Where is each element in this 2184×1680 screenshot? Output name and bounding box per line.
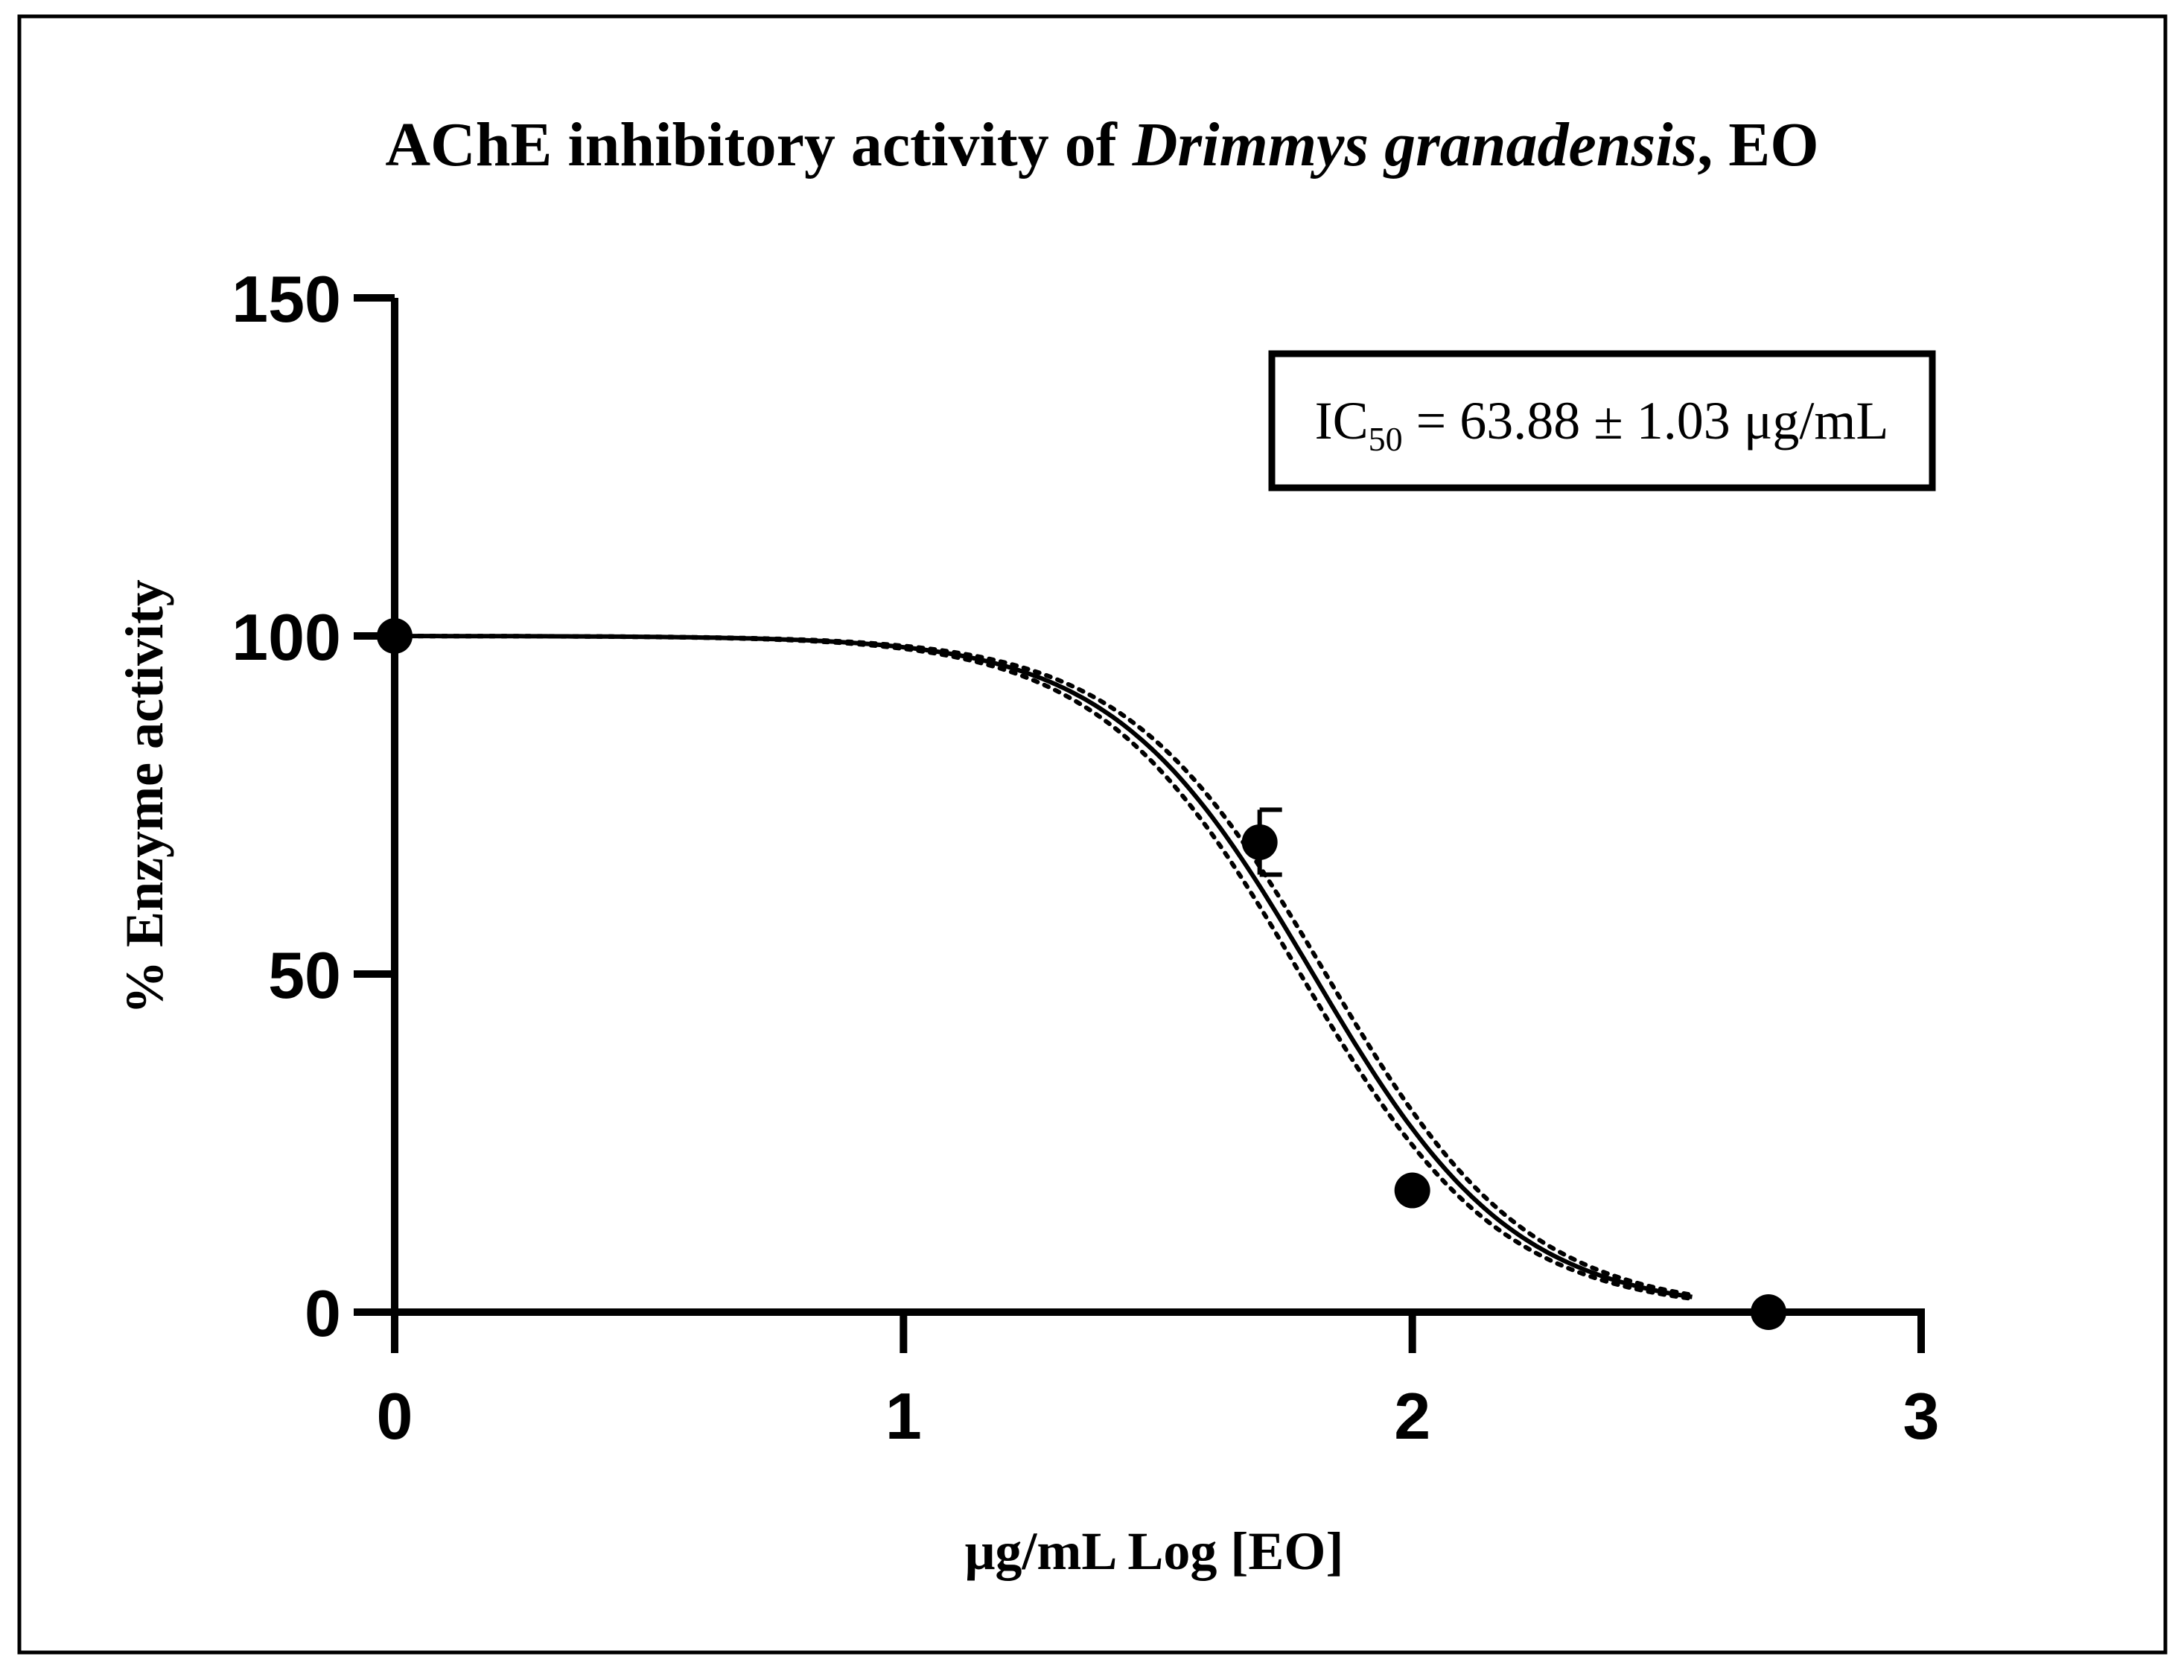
- x-tick-label: 2: [1394, 1379, 1430, 1453]
- axes: 0 50 100 150 0 1 2 3: [232, 262, 1939, 1453]
- ic50-value: = 63.88 ± 1.03 μg/mL: [1403, 391, 1889, 451]
- data-point: [1241, 824, 1278, 860]
- x-axis-label: μg/mL Log [EO]: [965, 1521, 1344, 1581]
- chart-title-species: Drimmys granadensis: [1132, 110, 1697, 179]
- ic50-text: IC50 = 63.88 ± 1.03 μg/mL: [1315, 391, 1889, 458]
- data-points: [377, 618, 1786, 1330]
- fit-curve: [395, 634, 1693, 1299]
- data-point: [1394, 1172, 1430, 1209]
- ic50-prefix: IC: [1315, 391, 1369, 451]
- plot-area: [377, 618, 1786, 1330]
- x-axis-ticks: 0 1 2 3: [377, 1312, 1940, 1453]
- y-tick-label: 50: [268, 938, 341, 1012]
- ic50-box: [1268, 350, 1936, 491]
- y-axis-ticks: 0 50 100 150: [232, 262, 395, 1350]
- x-tick-label: 0: [377, 1379, 413, 1453]
- chart-title: AChE inhibitory activity of Drimmys gran…: [385, 110, 1818, 179]
- x-tick-label: 1: [885, 1379, 922, 1453]
- figure-border: [17, 14, 2168, 1655]
- y-tick-label: 150: [232, 262, 341, 336]
- y-tick-label: 100: [232, 600, 341, 674]
- ic50-subscript: 50: [1369, 420, 1403, 458]
- x-tick-label: 3: [1903, 1379, 1940, 1453]
- ic50-annotation: IC50 = 63.88 ± 1.03 μg/mL: [1268, 350, 1936, 491]
- chart-title-prefix: AChE inhibitory activity of: [385, 110, 1132, 179]
- y-axis-label: % Enzyme activity: [115, 579, 174, 1014]
- fit-curve-line: [395, 634, 1693, 1299]
- chart-title-suffix: , EO: [1697, 110, 1818, 179]
- y-tick-label: 0: [305, 1276, 341, 1350]
